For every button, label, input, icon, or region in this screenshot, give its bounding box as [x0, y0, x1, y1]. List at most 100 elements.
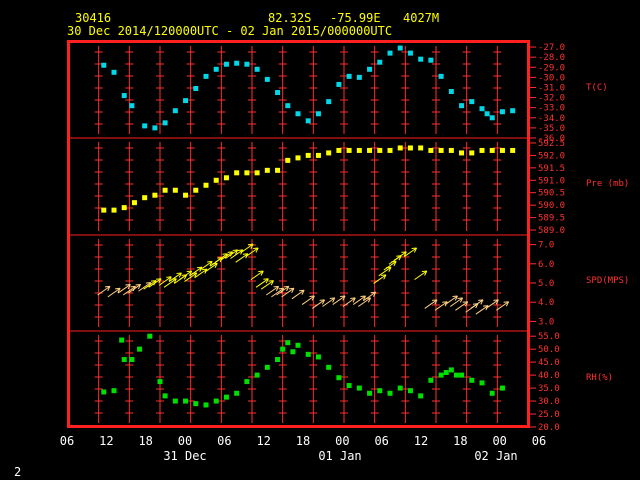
x-tick-label: 18	[296, 434, 310, 448]
y-tick-label: 591.5	[538, 164, 565, 174]
wind-arrow-shaft	[225, 249, 238, 259]
wind-arrow-shaft	[220, 251, 233, 261]
pressure-point	[510, 147, 516, 153]
wind-arrow-head	[135, 283, 141, 286]
wind-arrow-head	[299, 289, 305, 292]
relative_humidity-point	[101, 389, 107, 395]
wind-arrow-head	[403, 251, 407, 257]
wind-arrow-shaft	[138, 282, 152, 292]
relative_humidity-point	[147, 333, 153, 339]
y-tick-label: -32.0	[538, 94, 565, 104]
pressure-point	[397, 145, 403, 151]
temperature-point	[111, 69, 117, 75]
relative_humidity-point	[377, 388, 383, 394]
wind-arrow-shaft	[378, 266, 392, 277]
wind-arrow-shaft	[143, 280, 157, 290]
panels-group	[68, 137, 528, 332]
wind-arrow-head	[398, 255, 402, 261]
wind-arrow-head	[209, 261, 213, 267]
wind-arrow	[179, 270, 193, 281]
wind-arrow-head	[505, 301, 510, 307]
x-tick-label: 18	[453, 434, 467, 448]
pressure-point	[428, 147, 434, 153]
wind-arrow	[393, 251, 407, 261]
pressure-point	[101, 207, 107, 213]
y-tick-label: 55.0	[538, 332, 560, 342]
wind-arrow	[291, 289, 305, 300]
temperature-point	[367, 66, 373, 72]
wind-arrow-shaft	[271, 287, 284, 298]
wind-arrow	[143, 280, 157, 290]
wind-arrow-head	[127, 284, 131, 290]
wind-arrow-head	[332, 297, 336, 303]
relative_humidity-point	[387, 390, 393, 396]
temperature-point	[407, 50, 413, 56]
pressure-point	[111, 207, 117, 213]
date-label-1: 31 Dec	[163, 449, 206, 463]
wind-arrow	[301, 295, 315, 305]
wind-arrow-head	[457, 297, 463, 299]
wind-arrow-shaft	[163, 278, 177, 288]
wind-arrow	[312, 299, 326, 309]
relative_humidity-point	[469, 377, 475, 383]
wind-arrow	[281, 287, 295, 298]
x-tick-label: 00	[492, 434, 506, 448]
wind-arrow	[225, 249, 239, 259]
wind-arrow-shaft	[414, 270, 428, 281]
wind-arrow-shaft	[214, 253, 228, 263]
wind-arrow-head	[242, 253, 248, 255]
y-tick-label: 50.0	[538, 345, 560, 355]
pressure-point	[244, 170, 250, 176]
station-longitude: -75.99E	[330, 11, 381, 25]
relative_humidity-point	[264, 364, 270, 370]
temperature-point	[336, 81, 342, 87]
wind-arrow-head	[493, 299, 499, 301]
wind-arrow	[158, 276, 172, 286]
relative_humidity-point	[157, 379, 163, 385]
x-tick-label: 12	[414, 434, 428, 448]
relative_humidity-point	[129, 357, 135, 363]
pressure-point	[499, 147, 505, 153]
wind-arrow-head	[329, 297, 335, 299]
y-tick-label: 590.0	[538, 201, 565, 211]
pressure-point	[172, 187, 178, 193]
pressure-point	[326, 150, 332, 156]
pressure-point	[438, 147, 444, 153]
wind-arrow-head	[250, 243, 254, 249]
wind-arrow-shaft	[444, 295, 458, 305]
wind-arrow	[276, 285, 290, 296]
temperature-point	[183, 98, 189, 104]
wind-arrow	[322, 297, 336, 307]
temperature-point	[489, 115, 495, 121]
wind-arrow	[235, 253, 249, 263]
wind-arrow	[117, 283, 131, 294]
wind-arrow-shaft	[128, 284, 141, 294]
wind-arrow-head	[411, 247, 417, 250]
pressure-point	[183, 192, 189, 198]
y-tick-label: 589.0	[538, 226, 565, 236]
wind-arrow-head	[480, 299, 484, 305]
wind-arrow-head	[104, 285, 110, 288]
y-tick-label: 35.0	[538, 384, 560, 394]
wind-arrow-head	[452, 295, 458, 298]
temperature-point	[448, 89, 454, 95]
wind-arrow	[485, 299, 499, 309]
relative_humidity-point	[193, 401, 199, 407]
wind-arrow-head	[268, 280, 274, 282]
x-tick-label: 12	[256, 434, 270, 448]
temperature-point	[285, 103, 291, 109]
relative_humidity-point	[213, 398, 219, 404]
x-tick-label: 06	[60, 434, 74, 448]
wind-arrow-head	[117, 288, 121, 294]
station-elevation: 4027M	[403, 11, 439, 25]
x-tick-label: 00	[335, 434, 349, 448]
relative_humidity-point	[356, 385, 362, 391]
temperature-point	[234, 60, 240, 66]
y-tick-label: 20.0	[538, 423, 560, 433]
relative_humidity-point	[336, 375, 342, 381]
wind-arrow-shaft	[117, 284, 131, 294]
y-tick-label: 4.0	[538, 298, 554, 308]
relative_humidity-point	[459, 372, 465, 378]
wind-arrow-head	[275, 286, 280, 292]
relative_humidity-point	[443, 370, 449, 376]
